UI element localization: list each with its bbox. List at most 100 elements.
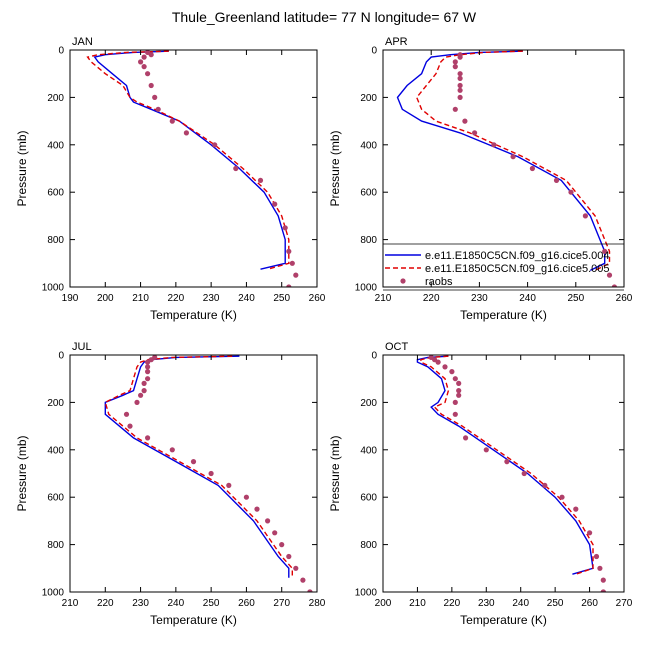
y-tick-label: 0: [58, 351, 64, 362]
raobs-point: [593, 553, 600, 560]
raobs-point: [456, 388, 462, 394]
y-tick-label: 200: [360, 398, 377, 409]
y-tick-label: 800: [47, 235, 64, 246]
raobs-point: [452, 106, 458, 112]
x-tick-label: 240: [168, 598, 185, 609]
x-tick-label: 230: [478, 598, 495, 609]
x-tick-label: 220: [168, 293, 185, 304]
raobs-point: [286, 248, 292, 254]
x-tick-label: 230: [203, 293, 220, 304]
raobs-point: [452, 64, 458, 70]
raobs-point: [145, 364, 151, 370]
raobs-point: [457, 71, 463, 77]
raobs-point: [457, 94, 463, 100]
raobs-point: [208, 470, 214, 477]
raobs-point: [148, 82, 154, 89]
panel-month-label: APR: [385, 36, 408, 48]
x-tick-label: 270: [273, 598, 290, 609]
plot-area: [416, 355, 606, 592]
figure-title: Thule_Greenland latitude= 77 N longitude…: [172, 9, 477, 25]
raobs-point: [510, 154, 516, 160]
raobs-point: [573, 506, 579, 512]
raobs-point: [521, 470, 527, 477]
raobs-point: [279, 542, 285, 548]
y-axis-title: Pressure (mb): [328, 130, 342, 206]
x-tick-label: 280: [309, 598, 326, 609]
raobs-point: [456, 380, 462, 386]
raobs-point: [582, 213, 589, 219]
raobs-point: [449, 369, 455, 375]
y-axis-title: Pressure (mb): [328, 435, 342, 511]
x-tick-label: 250: [547, 598, 564, 609]
raobs-point: [169, 447, 175, 453]
raobs-point: [257, 177, 264, 183]
x-axis-title: Temperature (K): [150, 613, 237, 627]
y-tick-label: 400: [360, 445, 377, 456]
y-tick-label: 800: [360, 540, 377, 551]
y-tick-label: 400: [47, 140, 64, 151]
x-tick-label: 250: [567, 293, 584, 304]
raobs-point: [183, 130, 189, 136]
x-tick-label: 230: [132, 598, 149, 609]
raobs-point: [300, 577, 306, 583]
panel-oct: 200 210 220 230 240 250 260 270 0 200 400 600 800 100…: [328, 341, 633, 627]
x-axis-title: Temperature (K): [150, 308, 237, 322]
series-004-line: [93, 50, 286, 270]
plot-area: [86, 50, 299, 287]
raobs-point: [123, 411, 130, 417]
legend-entry-label: e.e11.E1850C5CN.f09_g16.cice5.005: [425, 263, 610, 275]
x-tick-label: 220: [97, 598, 114, 609]
y-tick-label: 600: [47, 493, 64, 504]
panel-month-label: JAN: [72, 36, 93, 48]
raobs-point: [286, 553, 292, 560]
y-tick-label: 0: [371, 46, 377, 57]
y-tick-label: 600: [360, 188, 377, 199]
raobs-point: [141, 380, 147, 386]
y-tick-label: 200: [360, 93, 377, 104]
y-tick-label: 200: [47, 93, 64, 104]
y-tick-label: 1000: [42, 588, 65, 599]
x-tick-label: 210: [62, 598, 79, 609]
raobs-point: [145, 71, 151, 77]
raobs-point: [597, 565, 603, 571]
series-005-line: [420, 355, 594, 575]
raobs-point: [127, 423, 133, 429]
legend-entry-label: raobs: [425, 276, 453, 288]
raobs-point: [307, 589, 313, 592]
x-tick-label: 200: [375, 598, 392, 609]
raobs-point: [145, 359, 151, 365]
x-tick-label: 240: [512, 598, 529, 609]
x-tick-label: 210: [409, 598, 426, 609]
raobs-point: [145, 376, 151, 382]
raobs-point: [452, 376, 458, 382]
raobs-point: [155, 106, 161, 112]
raobs-point: [169, 118, 175, 124]
raobs-point: [542, 482, 548, 488]
raobs-point: [611, 284, 617, 287]
raobs-point: [553, 177, 560, 183]
series-004-line: [396, 50, 606, 272]
raobs-point: [456, 392, 462, 398]
x-tick-label: 190: [62, 293, 79, 304]
raobs-point: [293, 272, 299, 278]
x-tick-label: 250: [203, 598, 220, 609]
plot-area: [396, 50, 617, 287]
raobs-point: [282, 225, 288, 231]
panel-apr: 210 220 230 240 250 260 0 200 400 600 800 1000 Tempe…: [328, 36, 633, 322]
x-tick-label: 240: [238, 293, 255, 304]
raobs-point: [457, 87, 463, 93]
raobs-point: [435, 359, 441, 365]
raobs-point: [457, 54, 463, 60]
plot-area: [104, 355, 313, 592]
x-tick-label: 260: [616, 293, 633, 304]
series-004-line: [104, 355, 290, 578]
y-tick-label: 600: [47, 188, 64, 199]
raobs-point: [559, 494, 565, 500]
raobs-point: [265, 518, 271, 524]
raobs-point: [141, 388, 147, 394]
legend-swatch-raobs: [400, 278, 406, 284]
raobs-point: [600, 577, 606, 583]
raobs-point: [152, 94, 158, 100]
raobs-point: [452, 59, 458, 65]
panel-month-label: OCT: [385, 341, 409, 353]
